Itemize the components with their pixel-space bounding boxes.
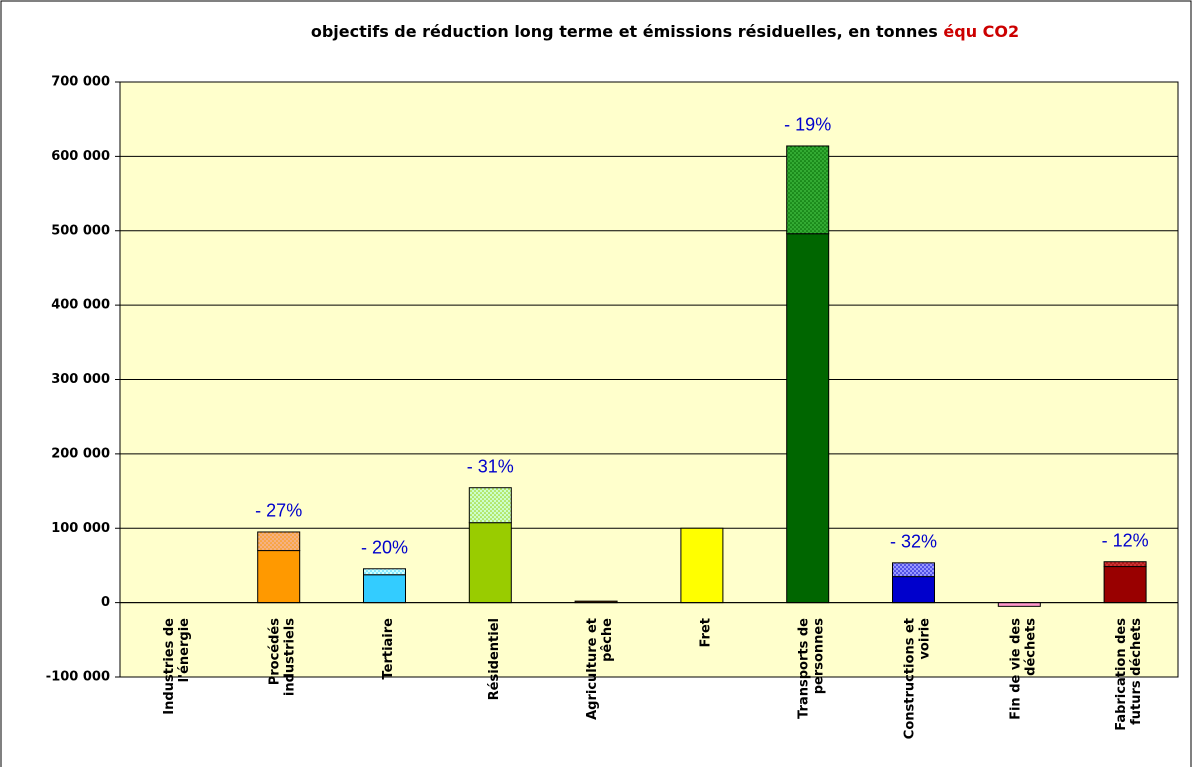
y-tick-label: 700 000 — [51, 75, 110, 90]
bar-annotation: - 31% — [467, 456, 514, 476]
x-tick-label: Fin de vie des — [1008, 618, 1023, 720]
x-tick-label: futurs déchets — [1129, 618, 1144, 725]
bar-annotation: - 32% — [890, 532, 937, 552]
x-tick-label: Constructions et — [903, 618, 918, 739]
x-tick-label: l'énergie — [177, 618, 192, 682]
x-tick-label: Tertiaire — [381, 618, 396, 680]
bar-segment — [892, 576, 935, 604]
chart-title: objectifs de réduction long terme et émi… — [311, 22, 1019, 41]
x-tick-label: voirie — [918, 618, 933, 660]
x-tick-label: Procédés — [268, 618, 283, 686]
x-tick-label: pêche — [600, 618, 615, 662]
bar-annotation: - 20% — [361, 538, 408, 558]
bar-segment — [786, 145, 830, 235]
x-tick-label: Fret — [698, 618, 713, 648]
title-main: objectifs de réduction long terme et émi… — [311, 22, 938, 41]
y-tick-label: 100 000 — [51, 521, 110, 536]
bar-segment — [468, 487, 512, 524]
bar-annotation: - 12% — [1102, 530, 1149, 550]
bar-segment — [997, 602, 1041, 607]
bar-annotation: - 27% — [255, 501, 302, 521]
bar-segment — [680, 527, 724, 604]
y-tick-label: 300 000 — [51, 372, 110, 387]
y-tick-label: -100 000 — [46, 670, 110, 685]
x-tick-label: déchets — [1023, 618, 1038, 676]
bar-segment — [1103, 561, 1147, 568]
bar-segment — [892, 562, 935, 578]
bar-segment — [1103, 566, 1147, 604]
y-tick-label: 600 000 — [51, 149, 110, 164]
x-tick-label: Agriculture et — [585, 618, 600, 720]
x-tick-label: Fabrication des — [1114, 618, 1129, 731]
bar-segment — [363, 568, 406, 576]
x-tick-label: Transports de — [797, 618, 812, 719]
bar-segment — [257, 550, 301, 604]
bar-segment — [786, 233, 830, 604]
y-tick-label: 500 000 — [51, 223, 110, 238]
y-tick-label: 0 — [101, 595, 110, 610]
bar-segment — [363, 574, 406, 604]
title-highlight: équ CO2 — [943, 22, 1019, 41]
x-tick-label: industriels — [283, 618, 298, 696]
x-tick-label: Résidentiel — [487, 618, 502, 700]
y-tick-label: 200 000 — [51, 446, 110, 461]
bar-segment — [257, 531, 301, 552]
x-tick-label: personnes — [812, 618, 827, 695]
y-tick-label: 400 000 — [51, 298, 110, 313]
bar-segment — [468, 522, 512, 604]
x-tick-label: Industries de — [162, 618, 177, 715]
bar-annotation: - 19% — [784, 115, 831, 135]
